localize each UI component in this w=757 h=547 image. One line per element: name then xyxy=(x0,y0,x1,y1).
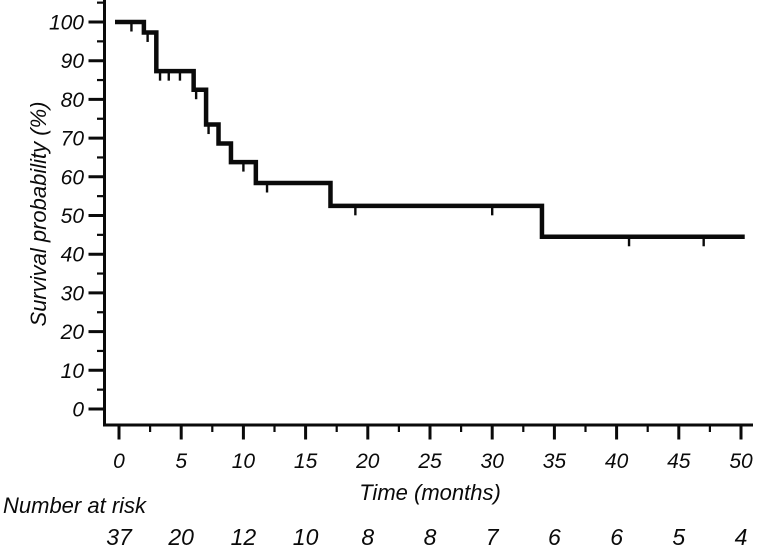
y-tick-label: 50 xyxy=(61,205,85,228)
y-tick-label: 30 xyxy=(61,282,85,305)
x-tick-label: 45 xyxy=(667,450,691,473)
y-tick-label: 20 xyxy=(60,321,85,344)
x-tick-label: 10 xyxy=(232,450,256,473)
x-tick-label: 5 xyxy=(175,450,187,473)
x-tick-label: 30 xyxy=(481,450,505,473)
number-at-risk-value: 6 xyxy=(548,524,561,547)
x-tick-label: 0 xyxy=(113,450,125,473)
x-tick-label: 25 xyxy=(417,450,442,473)
number-at-risk-value: 4 xyxy=(735,524,748,547)
number-at-risk-value: 12 xyxy=(231,524,257,547)
survival-curve xyxy=(115,19,745,240)
y-axis-title: Survival probability (%) xyxy=(26,102,51,327)
x-tick-label: 50 xyxy=(729,450,753,473)
number-at-risk-value: 7 xyxy=(486,524,500,547)
y-tick-label: 40 xyxy=(61,244,85,267)
x-tick-label: 40 xyxy=(605,450,629,473)
x-tick-label: 20 xyxy=(355,450,380,473)
y-tick-label: 100 xyxy=(49,12,84,35)
y-tick-label: 70 xyxy=(61,128,85,151)
y-tick-label: 90 xyxy=(61,50,85,73)
y-tick-label: 80 xyxy=(61,89,85,112)
survival-curve-group xyxy=(115,19,745,240)
x-axis-title: Time (months) xyxy=(359,480,501,505)
number-at-risk-value: 8 xyxy=(424,524,437,547)
number-at-risk-row: 37 20 12 10 8 8 7 6 6 5 4 xyxy=(106,524,747,547)
y-tick-label: 60 xyxy=(61,166,85,189)
number-at-risk-value: 10 xyxy=(293,524,319,547)
y-tick-label: 10 xyxy=(61,360,85,383)
number-at-risk-label: Number at risk xyxy=(3,493,147,518)
censor-marks-group xyxy=(130,23,705,247)
number-at-risk-value: 37 xyxy=(106,524,133,547)
number-at-risk-value: 6 xyxy=(610,524,623,547)
x-axis: 0 5 10 15 20 25 30 35 40 45 50 xyxy=(103,423,753,473)
number-at-risk-value: 5 xyxy=(672,524,685,547)
y-tick-label: 0 xyxy=(72,399,84,422)
number-at-risk-value: 20 xyxy=(167,524,194,547)
x-tick-label: 35 xyxy=(543,450,567,473)
y-axis: 0 10 20 30 40 50 60 70 80 90 100 xyxy=(49,0,106,427)
x-tick-label: 15 xyxy=(294,450,318,473)
number-at-risk-value: 8 xyxy=(361,524,374,547)
